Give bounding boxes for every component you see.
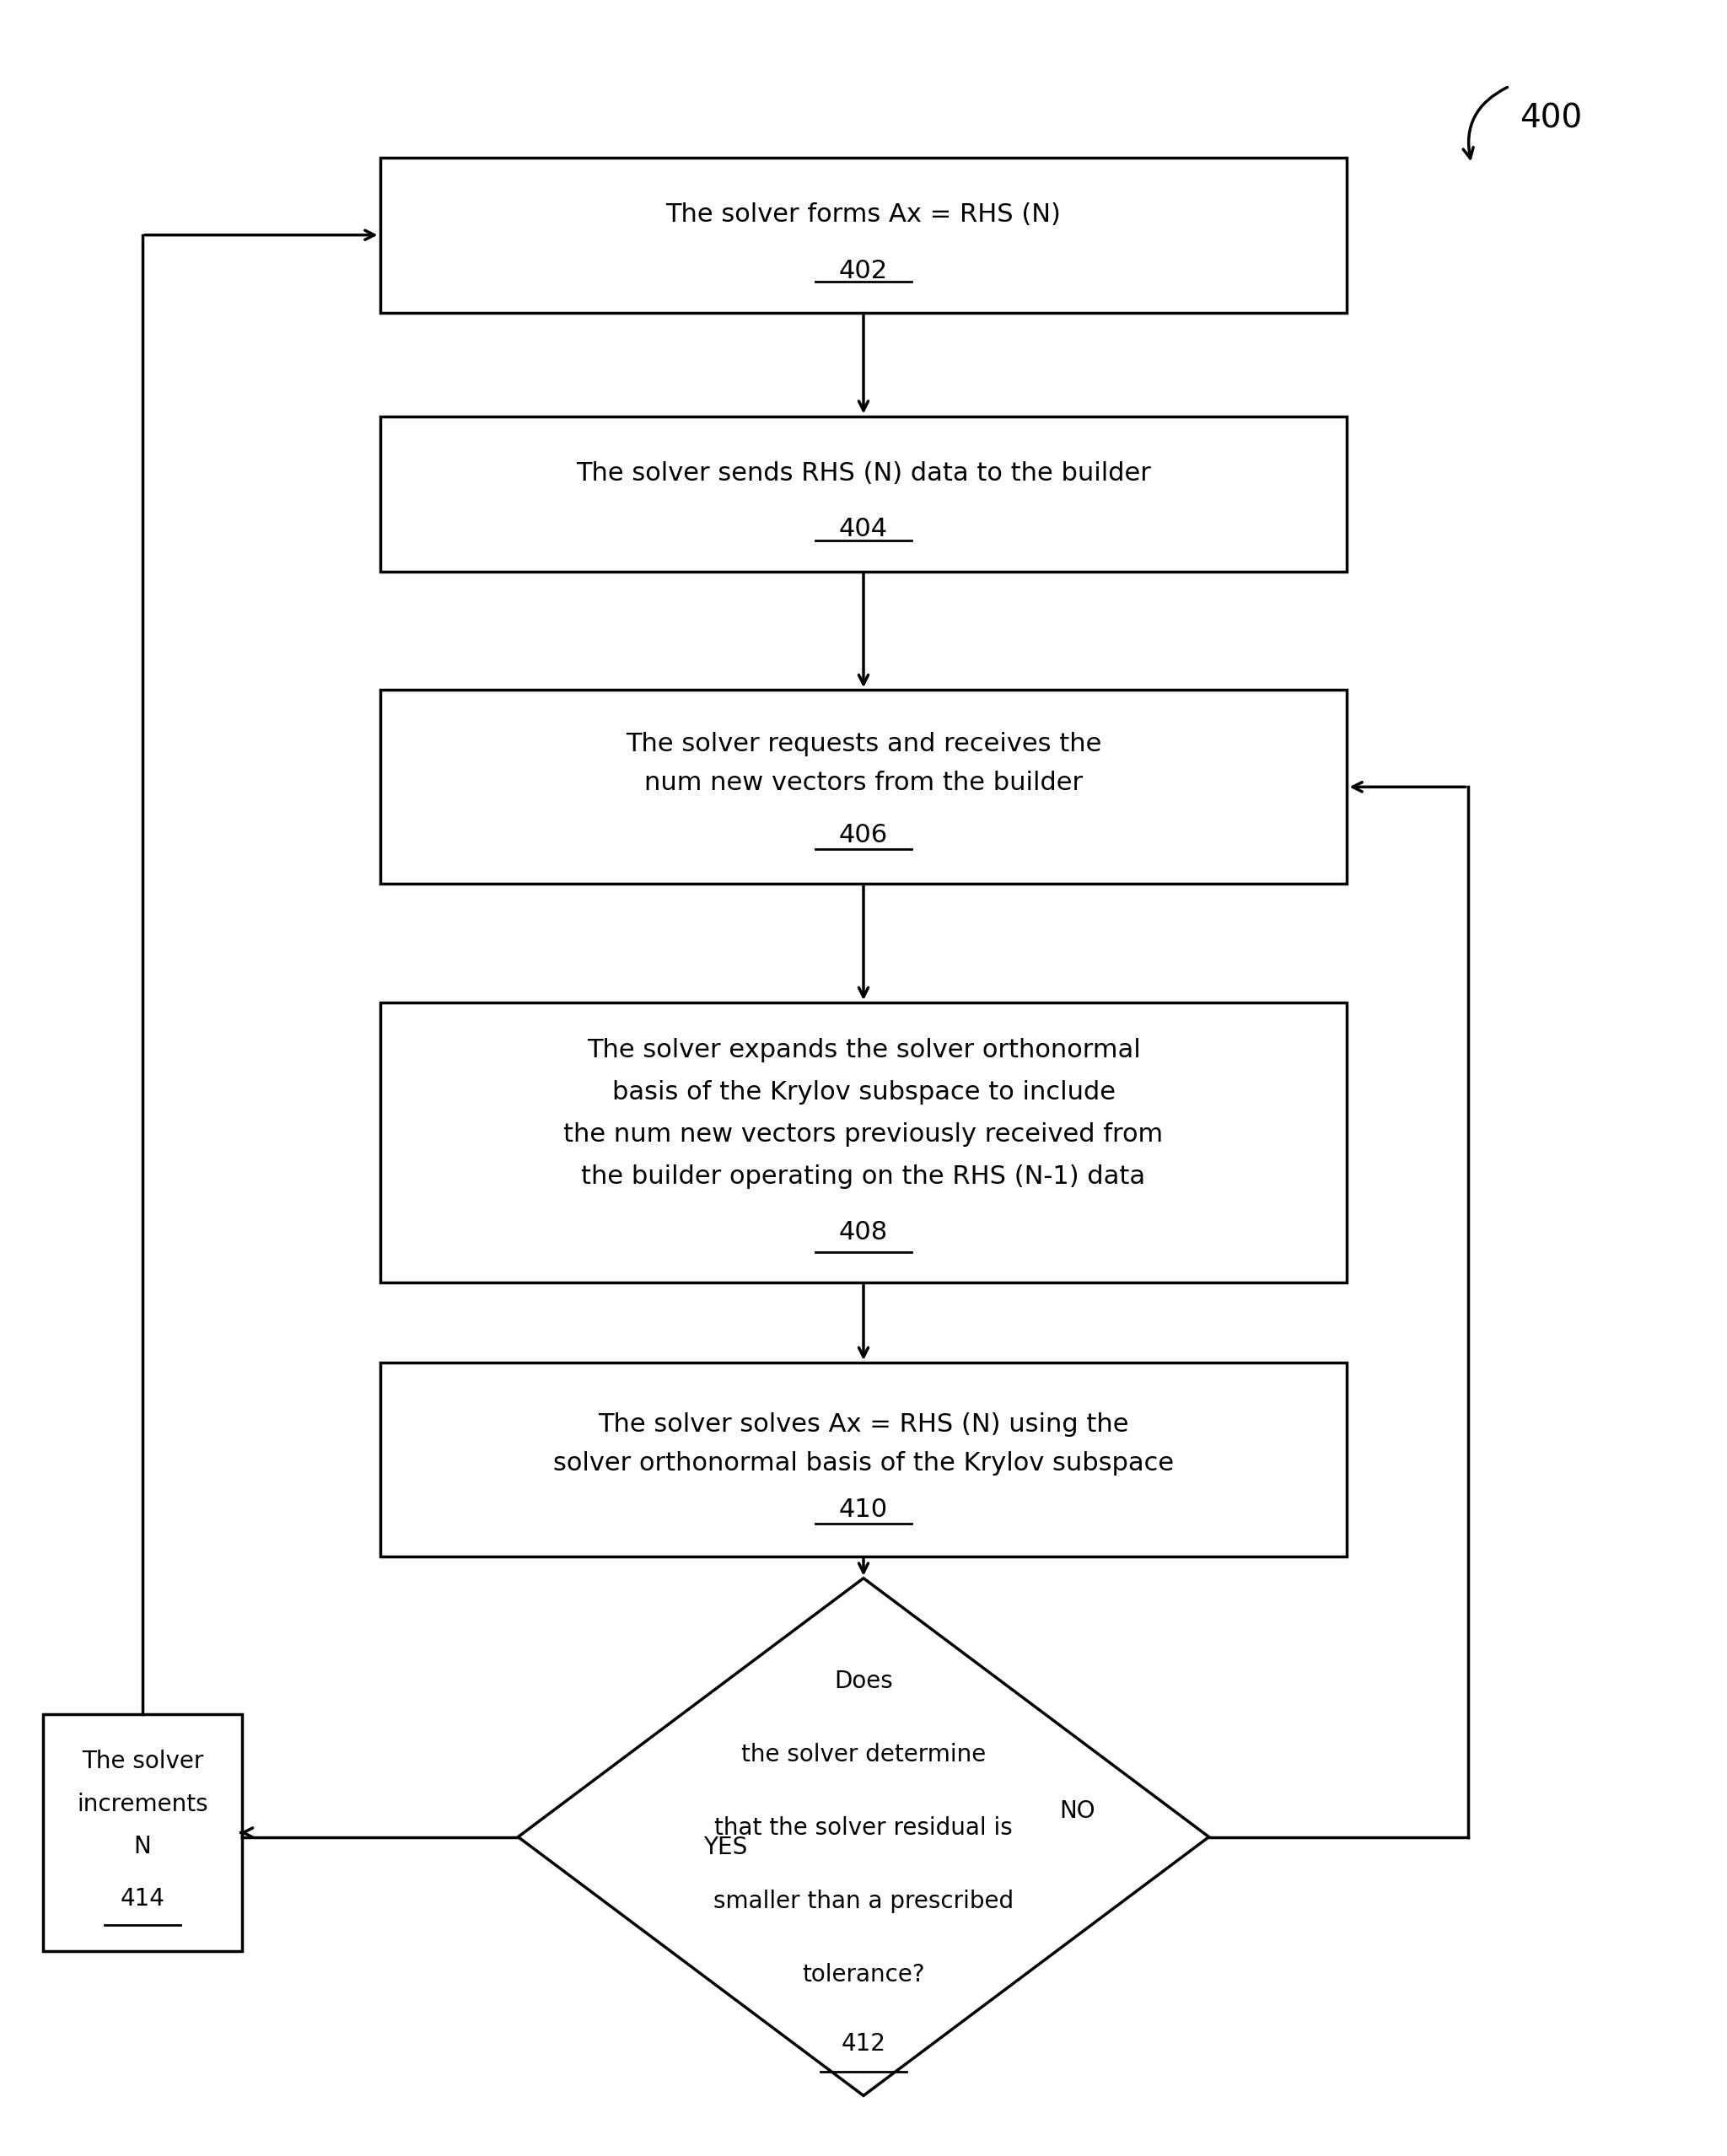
Bar xyxy=(380,1363,1347,1557)
Text: 406: 406 xyxy=(839,824,888,847)
Text: the num new vectors previously received from: the num new vectors previously received … xyxy=(563,1121,1164,1147)
Text: YES: YES xyxy=(703,1837,748,1858)
Text: The solver expands the solver orthonormal: The solver expands the solver orthonorma… xyxy=(587,1037,1140,1063)
Text: 412: 412 xyxy=(841,2033,886,2055)
Text: that the solver residual is: that the solver residual is xyxy=(715,1818,1012,1839)
Text: smaller than a prescribed: smaller than a prescribed xyxy=(713,1891,1014,1912)
Text: tolerance?: tolerance? xyxy=(801,1964,926,1986)
Text: increments: increments xyxy=(78,1792,207,1815)
Text: 400: 400 xyxy=(1520,103,1582,134)
Text: basis of the Krylov subspace to include: basis of the Krylov subspace to include xyxy=(611,1080,1116,1104)
Text: the builder operating on the RHS (N-1) data: the builder operating on the RHS (N-1) d… xyxy=(582,1164,1145,1188)
Text: 410: 410 xyxy=(839,1498,888,1522)
Text: 414: 414 xyxy=(121,1886,164,1910)
Bar xyxy=(380,157,1347,313)
Text: solver orthonormal basis of the Krylov subspace: solver orthonormal basis of the Krylov s… xyxy=(553,1451,1174,1475)
Bar xyxy=(380,690,1347,884)
Text: Does: Does xyxy=(834,1671,893,1692)
Bar xyxy=(380,416,1347,571)
Text: 408: 408 xyxy=(839,1220,888,1244)
Text: num new vectors from the builder: num new vectors from the builder xyxy=(644,772,1083,796)
Text: N: N xyxy=(133,1835,152,1858)
Text: The solver: The solver xyxy=(81,1751,204,1772)
Text: the solver determine: the solver determine xyxy=(741,1744,986,1766)
Polygon shape xyxy=(518,1578,1209,2096)
Text: 404: 404 xyxy=(839,517,888,541)
Bar xyxy=(380,1003,1347,1283)
Bar xyxy=(43,1714,242,1951)
Text: The solver solves Ax = RHS (N) using the: The solver solves Ax = RHS (N) using the xyxy=(598,1412,1129,1436)
Text: The solver requests and receives the: The solver requests and receives the xyxy=(625,733,1102,757)
Text: The solver forms Ax = RHS (N): The solver forms Ax = RHS (N) xyxy=(667,203,1060,226)
Text: 402: 402 xyxy=(839,259,888,282)
Text: NO: NO xyxy=(1060,1800,1095,1822)
Text: The solver sends RHS (N) data to the builder: The solver sends RHS (N) data to the bui… xyxy=(577,461,1150,485)
